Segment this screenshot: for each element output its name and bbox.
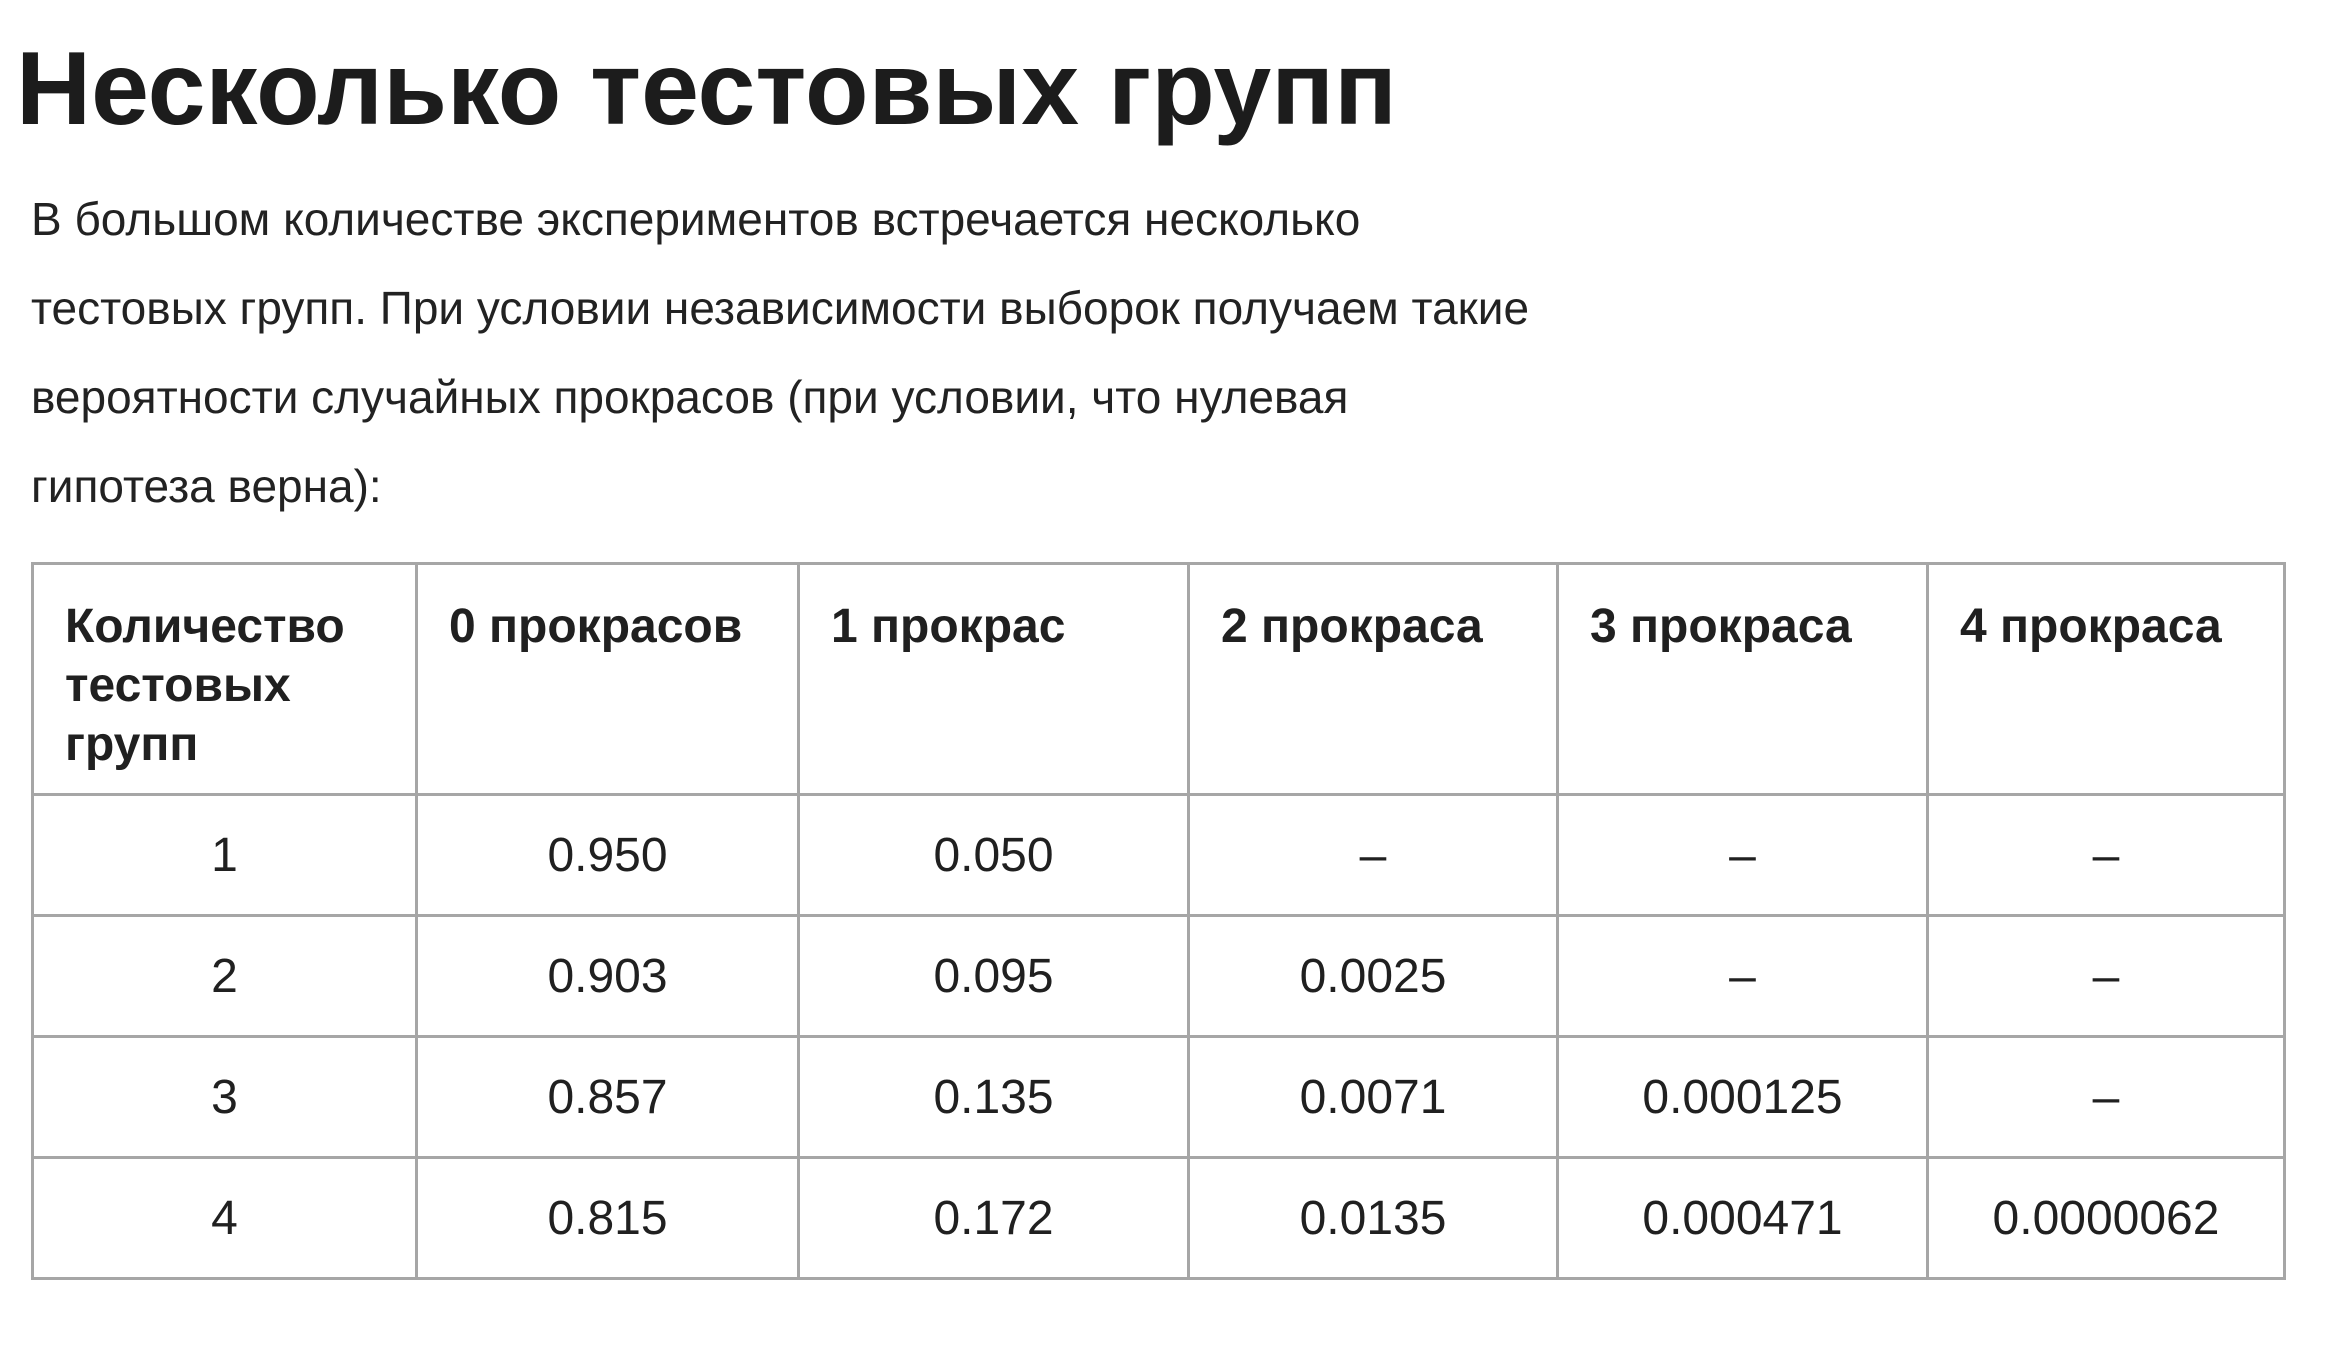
table-cell: 1 [31, 793, 418, 917]
table-cell: 0.0071 [1187, 1035, 1559, 1159]
table-cell: 0.095 [797, 914, 1190, 1038]
header-2-false-positives: 2 прокраса [1187, 562, 1559, 796]
table-cell: 0.950 [415, 793, 800, 917]
table-cell: 0.000125 [1556, 1035, 1929, 1159]
table-cell: 0.000471 [1556, 1156, 1929, 1280]
table-cell: 3 [31, 1035, 418, 1159]
table-row: 2 0.903 0.095 0.0025 – – [31, 914, 2286, 1038]
table-cell: 0.0135 [1187, 1156, 1559, 1280]
table-cell: 0.815 [415, 1156, 800, 1280]
header-group-count: Количество тестовых групп [31, 562, 418, 796]
header-0-false-positives: 0 прокрасов [415, 562, 800, 796]
header-4-false-positives: 4 прокраса [1926, 562, 2286, 796]
header-1-false-positive: 1 прокрас [797, 562, 1190, 796]
table-cell: – [1187, 793, 1559, 917]
table-cell: 0.135 [797, 1035, 1190, 1159]
table-cell: 0.050 [797, 793, 1190, 917]
intro-line: тестовых групп. При условии независимост… [31, 282, 1530, 334]
intro-paragraph: В большом количестве экспериментов встре… [31, 182, 1529, 538]
table-cell: 4 [31, 1156, 418, 1280]
table-cell: 0.903 [415, 914, 800, 1038]
table-cell: – [1926, 914, 2286, 1038]
header-label: Количество тестовых групп [65, 600, 345, 771]
table-row: 3 0.857 0.135 0.0071 0.000125 – [31, 1035, 2286, 1159]
table-row: 1 0.950 0.050 – – – [31, 793, 2286, 917]
table-cell: – [1556, 793, 1929, 917]
table-cell: 0.0000062 [1926, 1156, 2286, 1280]
intro-line: В большом количестве экспериментов встре… [31, 193, 1361, 245]
table-cell: – [1556, 914, 1929, 1038]
intro-line: вероятности случайных прокрасов (при усл… [31, 371, 1349, 423]
page-title: Несколько тестовых групп [16, 31, 1397, 147]
probability-table: Количество тестовых групп 0 прокрасов 1 … [31, 562, 2286, 1280]
table-cell: – [1926, 1035, 2286, 1159]
table-header-row: Количество тестовых групп 0 прокрасов 1 … [31, 562, 2286, 796]
header-3-false-positives: 3 прокраса [1556, 562, 1929, 796]
table-cell: 2 [31, 914, 418, 1038]
intro-line: гипотеза верна): [31, 460, 382, 512]
table-cell: 0.172 [797, 1156, 1190, 1280]
table-cell: 0.857 [415, 1035, 800, 1159]
table-cell: 0.0025 [1187, 914, 1559, 1038]
table-cell: – [1926, 793, 2286, 917]
table-row: 4 0.815 0.172 0.0135 0.000471 0.0000062 [31, 1156, 2286, 1280]
